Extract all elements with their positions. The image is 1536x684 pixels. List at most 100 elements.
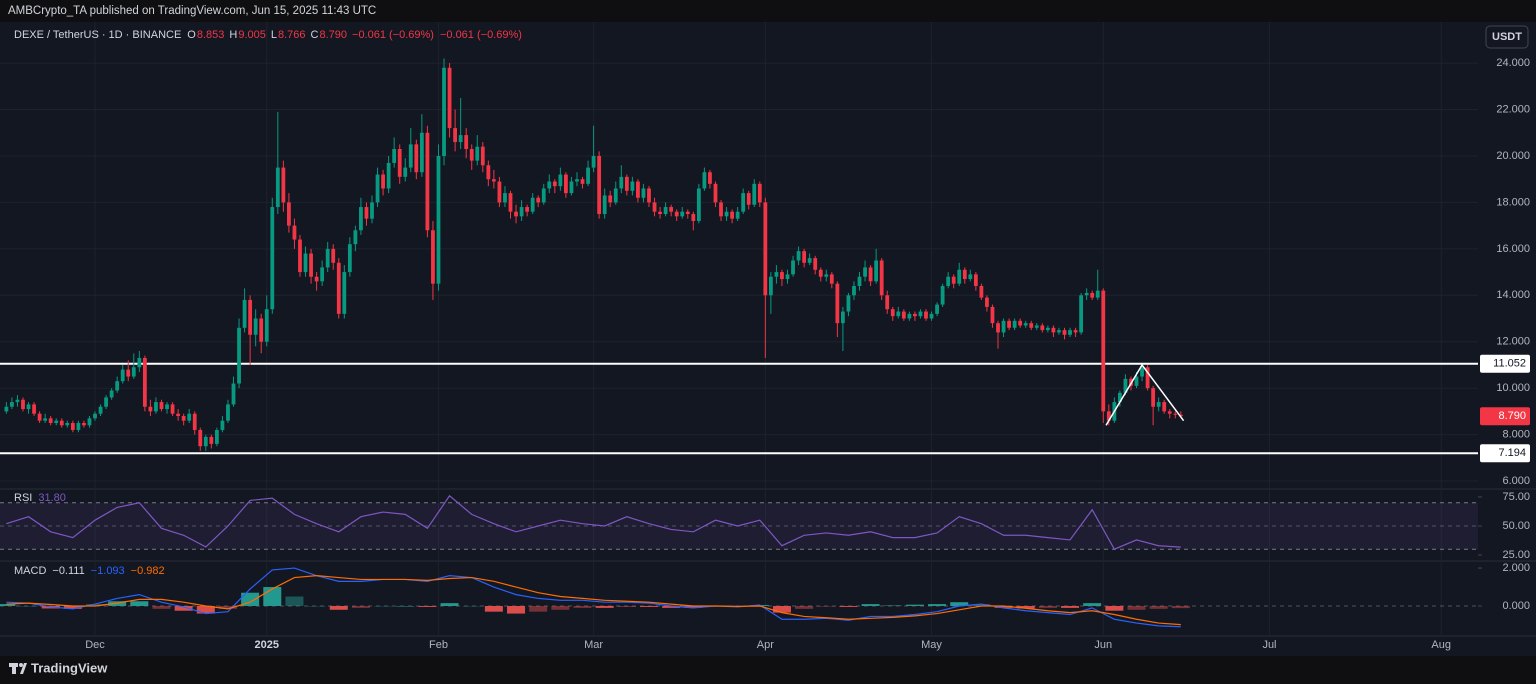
candle-body <box>1090 292 1095 298</box>
candle-body <box>913 313 917 317</box>
macd-histogram-bar <box>662 605 681 608</box>
macd-histogram-bar <box>507 605 526 614</box>
candle-body <box>331 248 336 263</box>
x-tick-label: Dec <box>85 639 105 651</box>
symbol-info: DEXE / TetherUS · 1D · BINANCE <box>14 29 181 41</box>
candle-body <box>15 399 20 403</box>
macd-histogram-bar <box>86 604 105 606</box>
candle-body <box>874 260 879 282</box>
candle-body <box>536 197 541 203</box>
candle-body <box>1062 330 1067 335</box>
candle-body <box>624 176 629 191</box>
candle-body <box>730 211 734 219</box>
candle-body <box>187 413 192 421</box>
candle-body <box>1040 325 1045 331</box>
candle-body <box>253 318 258 335</box>
candle-body <box>508 193 513 212</box>
candle-body <box>785 274 790 280</box>
macd-histogram-bar <box>418 605 437 607</box>
y-tick-label: 22.000 <box>1496 103 1530 115</box>
currency-label[interactable]: USDT <box>1492 31 1522 43</box>
price-tag <box>1480 444 1530 463</box>
candle-body <box>298 239 302 273</box>
macd-histogram-bar <box>396 605 415 607</box>
brand-logo <box>9 663 27 674</box>
candle-body <box>652 202 657 212</box>
candle-body <box>879 260 884 296</box>
candle-body <box>918 311 923 317</box>
candle-body <box>26 404 31 410</box>
candle-body <box>774 272 779 277</box>
macd-histogram-bar <box>950 602 969 606</box>
macd-histogram-bar <box>152 605 171 609</box>
ohlc-value: 8.853 <box>197 29 225 41</box>
candle-body <box>525 207 530 212</box>
x-tick-label: Apr <box>757 639 774 651</box>
candle-body <box>1162 402 1167 412</box>
candle-body <box>397 149 402 177</box>
candle-body <box>1173 413 1178 415</box>
publisher-line: AMBCrypto_TA published on TradingView.co… <box>8 5 376 17</box>
candle-body <box>1134 376 1139 386</box>
candle-body <box>214 429 219 444</box>
macd-histogram-bar <box>63 605 82 609</box>
candle-body <box>752 183 757 205</box>
candle-body <box>802 251 807 263</box>
candle-body <box>176 413 181 417</box>
last-price-tag <box>1480 407 1530 426</box>
candle-body <box>597 155 602 215</box>
macd-histogram-bar <box>241 592 260 606</box>
candle-body <box>1156 402 1161 407</box>
macd-histogram-bar <box>174 605 193 611</box>
candle-body <box>680 211 685 217</box>
macd-histogram-bar <box>795 605 814 609</box>
candle-body <box>746 193 751 205</box>
macd-histogram-bar <box>130 601 149 606</box>
candle-body <box>985 297 989 307</box>
candle-body <box>1084 292 1089 296</box>
candle-body <box>325 248 330 268</box>
macd-histogram-bar <box>484 605 503 612</box>
macd-histogram-bar <box>19 605 38 607</box>
candle-body <box>48 418 53 423</box>
candle-body <box>364 207 369 219</box>
candle-body <box>846 295 851 312</box>
candle-body <box>647 188 651 203</box>
candle-body <box>259 318 264 342</box>
macd-histogram-bar <box>529 605 548 612</box>
macd-histogram-bar <box>905 604 924 606</box>
candle-body <box>342 272 347 314</box>
candle-body <box>636 181 640 198</box>
candle-body <box>575 179 579 182</box>
candle-body <box>375 174 380 203</box>
candle-body <box>320 267 325 282</box>
price-change: −0.061 (−0.69%) <box>352 29 434 41</box>
currency-button[interactable] <box>1485 25 1529 49</box>
candle-body <box>242 299 247 328</box>
macd-histogram-bar <box>1061 605 1080 608</box>
candle-body <box>281 167 286 203</box>
candle-body <box>741 193 746 212</box>
candle-body <box>431 230 435 284</box>
candle-body <box>10 402 14 407</box>
candle-body <box>619 176 624 189</box>
candle-body <box>408 144 413 168</box>
candle-body <box>1117 392 1122 403</box>
macd-histogram-bar <box>595 605 614 608</box>
x-tick-label: Feb <box>429 639 448 651</box>
y-tick-label: 6.000 <box>1502 475 1530 487</box>
candle-body <box>447 67 452 129</box>
candle-body <box>863 267 867 277</box>
x-tick-label: Jun <box>1094 639 1112 651</box>
candle-body <box>541 188 546 203</box>
candle-body <box>591 155 596 168</box>
macd-histogram-bar <box>374 605 393 607</box>
candle-body <box>1012 320 1017 328</box>
candle-body <box>696 188 701 221</box>
candle-body <box>602 195 607 215</box>
candle-body <box>641 188 646 198</box>
candle-body <box>503 193 507 203</box>
rsi-value: 31.80 <box>38 492 66 504</box>
candle-body <box>519 207 524 217</box>
